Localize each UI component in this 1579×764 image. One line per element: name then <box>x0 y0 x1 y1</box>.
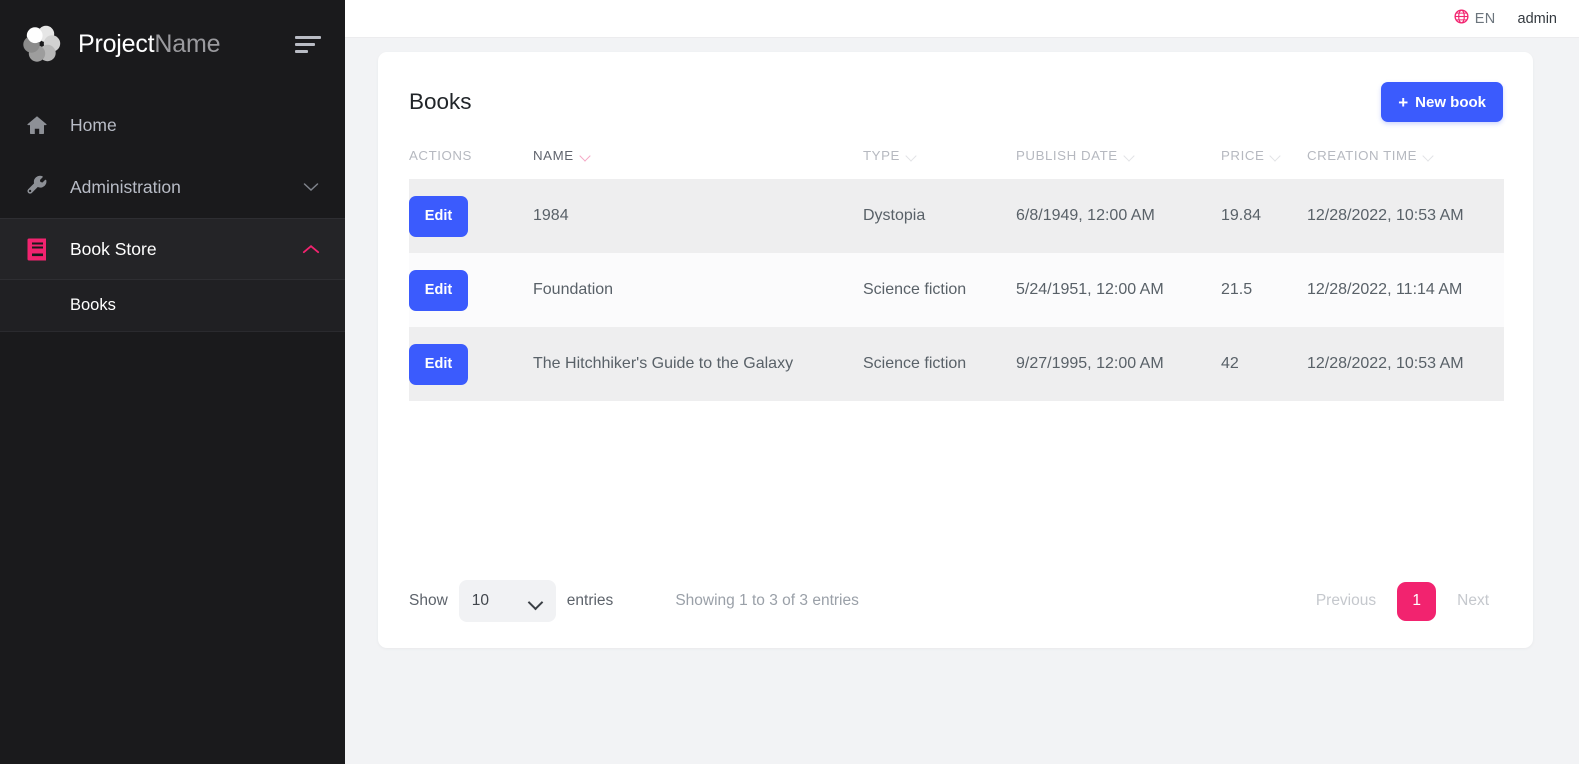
menu-line-3 <box>295 49 308 53</box>
edit-button[interactable]: Edit <box>409 269 468 311</box>
page-size-group: Show 10 entries <box>409 580 613 622</box>
pagination-previous[interactable]: Previous <box>1315 592 1377 609</box>
card-header: Books + New book <box>378 52 1533 126</box>
column-header-type[interactable]: TYPE <box>863 148 1016 179</box>
table-row[interactable]: Edit 1984 Dystopia 6/8/1949, 12:00 AM 19… <box>409 179 1504 253</box>
pagination: Previous 1 Next <box>1303 581 1502 621</box>
table-footer: Show 10 entries Showing 1 to 3 of 3 entr… <box>378 580 1533 622</box>
sidebar-item-label: Home <box>70 114 117 135</box>
menu-line-2 <box>295 42 315 46</box>
cell-publish-date: 5/24/1951, 12:00 AM <box>1016 281 1164 298</box>
globe-icon <box>1454 8 1469 29</box>
table-head: ACTIONS NAME TYPE <box>409 148 1504 179</box>
column-header-label: NAME <box>533 148 574 163</box>
sidebar-item-label: Administration <box>70 176 181 197</box>
cell-price: 21.5 <box>1221 281 1253 298</box>
show-label: Show <box>409 592 448 609</box>
chevron-down-icon <box>581 152 592 159</box>
sidebar-header: ProjectName <box>0 0 345 88</box>
sidebar-item-home[interactable]: Home <box>0 94 345 156</box>
brand-text: ProjectName <box>78 29 221 58</box>
entries-label: entries <box>566 592 614 609</box>
chevron-down-icon <box>1424 152 1435 159</box>
showing-entries-text: Showing 1 to 3 of 3 entries <box>675 592 859 609</box>
main-content: EN admin Books + New book <box>345 0 1579 764</box>
cell-type: Science fiction <box>863 281 967 298</box>
brand-name-secondary: Name <box>154 29 221 58</box>
sidebar-subitem-label: Books <box>70 296 116 314</box>
cell-price: 19.84 <box>1221 207 1262 224</box>
column-header-label: TYPE <box>863 148 900 163</box>
column-header-actions[interactable]: ACTIONS <box>409 148 533 179</box>
cell-creation-time: 12/28/2022, 10:53 AM <box>1307 355 1464 372</box>
column-header-label: ACTIONS <box>409 148 472 163</box>
menu-line-1 <box>295 35 321 39</box>
chevron-down-icon <box>1125 152 1136 159</box>
chevron-down-icon <box>907 152 918 159</box>
cell-type: Dystopia <box>863 207 926 224</box>
chevron-down-icon <box>530 597 543 605</box>
books-table-wrapper: ACTIONS NAME TYPE <box>378 148 1533 401</box>
language-label: EN <box>1474 10 1496 27</box>
cell-name: Foundation <box>533 281 614 298</box>
cell-creation-time: 12/28/2022, 11:14 AM <box>1307 281 1463 298</box>
cell-publish-date: 9/27/1995, 12:00 AM <box>1016 355 1164 372</box>
cell-type: Science fiction <box>863 355 967 372</box>
sidebar-item-book-store[interactable]: Book Store <box>0 218 345 280</box>
wrench-icon <box>24 174 50 200</box>
new-book-button[interactable]: + New book <box>1381 82 1503 122</box>
edit-button[interactable]: Edit <box>409 343 468 385</box>
column-header-label: PUBLISH DATE <box>1016 148 1118 163</box>
page-size-value: 10 <box>471 592 490 609</box>
topbar: EN admin <box>345 0 1579 38</box>
sidebar-nav: Home Administration <box>0 94 345 332</box>
books-table: ACTIONS NAME TYPE <box>409 148 1504 401</box>
sidebar-item-administration[interactable]: Administration <box>0 156 345 218</box>
sidebar-item-label: Book Store <box>70 238 157 259</box>
edit-button[interactable]: Edit <box>409 195 468 237</box>
page-title: Books <box>409 88 472 114</box>
column-header-label: PRICE <box>1221 148 1265 163</box>
book-icon <box>24 236 50 262</box>
chevron-down-icon <box>301 177 321 197</box>
pagination-next[interactable]: Next <box>1457 592 1489 609</box>
cell-name: The Hitchhiker's Guide to the Galaxy <box>533 355 794 372</box>
sidebar-item-books[interactable]: Books <box>0 280 345 332</box>
cell-actions: Edit <box>409 179 533 253</box>
column-header-creation-time[interactable]: CREATION TIME <box>1307 148 1504 179</box>
column-header-publish-date[interactable]: PUBLISH DATE <box>1016 148 1221 179</box>
brand-logo-link[interactable]: ProjectName <box>20 22 295 66</box>
column-header-name[interactable]: NAME <box>533 148 863 179</box>
brand-name-primary: Project <box>78 29 155 58</box>
home-icon <box>24 112 50 138</box>
cell-actions: Edit <box>409 253 533 327</box>
language-switcher[interactable]: EN <box>1454 8 1496 29</box>
chevron-down-icon <box>1271 152 1282 159</box>
table-row[interactable]: Edit Foundation Science fiction 5/24/195… <box>409 253 1504 327</box>
pinwheel-logo-icon <box>23 25 61 62</box>
cell-price: 42 <box>1221 355 1239 372</box>
align-left-icon[interactable] <box>295 33 321 55</box>
page-size-select[interactable]: 10 <box>458 580 556 622</box>
books-card: Books + New book <box>378 52 1533 648</box>
column-header-label: CREATION TIME <box>1307 148 1418 163</box>
table-header-row: ACTIONS NAME TYPE <box>409 148 1504 179</box>
plus-icon: + <box>1398 92 1409 112</box>
cell-actions: Edit <box>409 327 533 401</box>
sidebar: ProjectName Home <box>0 0 345 764</box>
cell-creation-time: 12/28/2022, 10:53 AM <box>1307 207 1464 224</box>
chevron-up-icon <box>301 239 321 259</box>
user-menu[interactable]: admin <box>1517 10 1558 27</box>
table-row[interactable]: Edit The Hitchhiker's Guide to the Galax… <box>409 327 1504 401</box>
new-book-button-label: New book <box>1415 93 1486 111</box>
cell-name: 1984 <box>533 207 569 224</box>
column-header-price[interactable]: PRICE <box>1221 148 1307 179</box>
table-body: Edit 1984 Dystopia 6/8/1949, 12:00 AM 19… <box>409 179 1504 401</box>
cell-publish-date: 6/8/1949, 12:00 AM <box>1016 207 1155 224</box>
pagination-page-1[interactable]: 1 <box>1397 581 1437 621</box>
